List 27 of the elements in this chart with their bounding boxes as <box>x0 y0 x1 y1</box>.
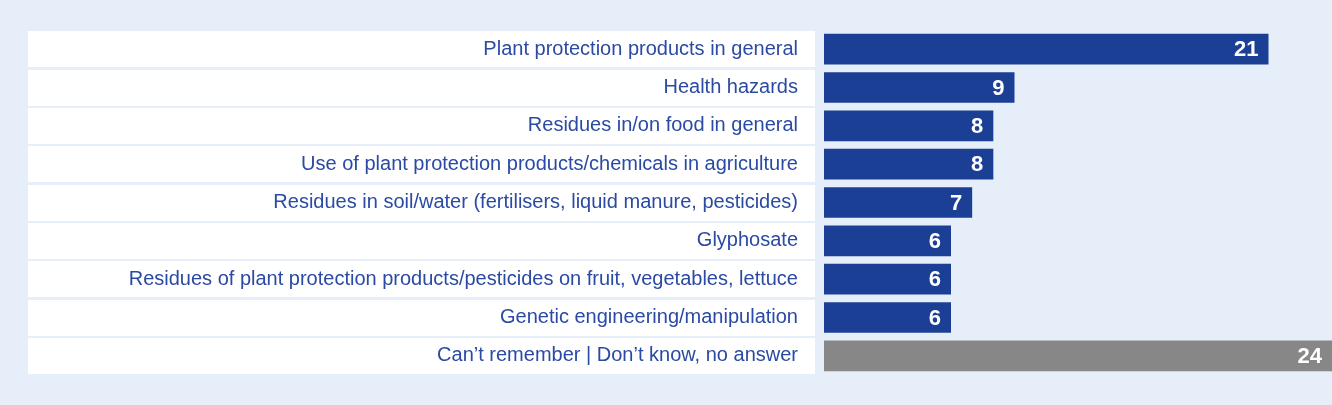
data-label: 9 <box>992 74 1005 100</box>
data-label: 24 <box>1297 342 1323 368</box>
data-label: 8 <box>971 151 984 177</box>
bar <box>824 72 1015 103</box>
y-tick-label: Residues in/on food in general <box>527 113 798 136</box>
bar <box>824 302 951 333</box>
data-label: 21 <box>1234 36 1259 62</box>
y-tick-label: Plant protection products in general <box>483 36 798 59</box>
y-tick-label: Can’t remember | Don’t know, no answer <box>437 343 799 366</box>
bar <box>824 340 1332 372</box>
data-label: 7 <box>949 189 963 215</box>
data-label: 6 <box>928 266 941 292</box>
y-tick-label: Residues in soil/water (fertilisers, liquid manure, pesticides) <box>273 190 798 213</box>
bar <box>824 187 973 218</box>
y-tick-label: Genetic engineering/manipulation <box>500 305 798 328</box>
data-label: 8 <box>971 112 984 138</box>
data-label: 6 <box>928 304 941 330</box>
bar <box>824 263 951 295</box>
bar <box>824 148 994 180</box>
bar <box>824 225 951 257</box>
y-tick-label: Health hazards <box>663 75 798 98</box>
data-label: 6 <box>928 227 941 253</box>
bar <box>824 110 994 142</box>
y-tick-label: Residues of plant protection products/pesticides on fruit, vegetables, lettuce <box>128 266 798 289</box>
y-tick-label: Use of plant protection products/chemicals in agriculture <box>301 151 798 174</box>
y-tick-label: Glyphosate <box>696 228 798 251</box>
bar <box>824 33 1269 65</box>
